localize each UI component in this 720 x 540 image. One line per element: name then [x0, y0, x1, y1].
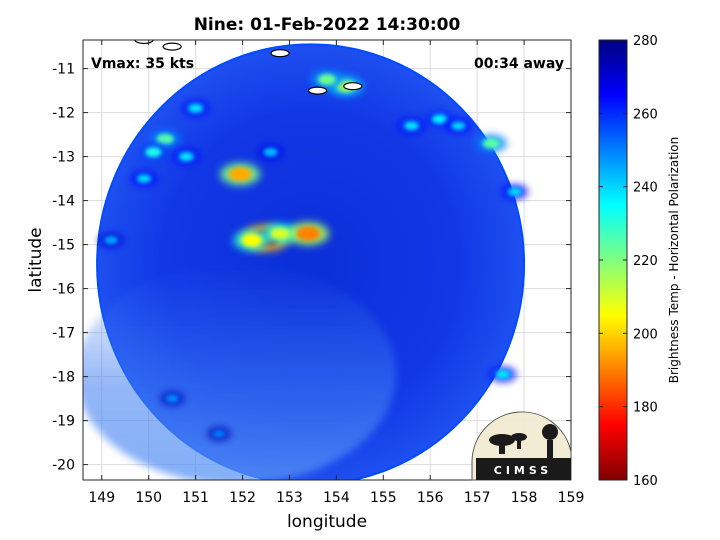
x-axis-ticks: 149 150 151 152 153 154 155 156 157 158 159 [88, 40, 584, 506]
y-tick-label: -12 [52, 106, 75, 122]
colorbar-tick-label: 260 [633, 107, 658, 122]
feature-core [145, 147, 162, 158]
y-tick-label: -15 [52, 238, 75, 254]
y-tick-label: -14 [52, 194, 75, 210]
feature-core [296, 226, 320, 241]
cimss-logo-text: CIMSS [494, 464, 552, 477]
y-tick-label: -17 [52, 326, 75, 342]
colorbar-tick-label: 240 [633, 181, 658, 196]
island-outline [270, 49, 290, 58]
feature-core [451, 121, 466, 131]
feature-core [178, 152, 194, 162]
x-tick-label: 154 [323, 490, 350, 506]
island-outline [162, 42, 182, 51]
colorbar-tick-label: 160 [633, 474, 658, 489]
y-tick-label: -16 [52, 282, 75, 298]
chart-title: Nine: 01-Feb-2022 14:30:00 [194, 15, 461, 35]
feature-core [270, 227, 291, 240]
swath-layer [83, 40, 528, 480]
cimss-logo: CIMSS [471, 411, 572, 481]
vmax-annotation: Vmax: 35 kts [91, 56, 194, 72]
feature-core [228, 167, 252, 182]
y-tick-label: -13 [52, 150, 75, 166]
feature-core [495, 369, 511, 379]
feature-core [482, 138, 500, 149]
x-tick-label: 155 [370, 490, 397, 506]
feature-core [165, 394, 179, 403]
x-tick-label: 158 [511, 490, 538, 506]
feature-core [318, 74, 336, 86]
feature-core [263, 147, 278, 157]
y-tick-label: -11 [52, 62, 75, 78]
y-tick-label: -19 [52, 414, 75, 430]
colorbar: 160 180 200 220 240 260 280 Brightness Temp - … [598, 34, 681, 489]
convective-features [98, 70, 528, 441]
colorbar-tick-label: 200 [633, 327, 658, 342]
x-tick-label: 159 [558, 490, 585, 506]
feature-core [188, 103, 204, 113]
time-away-annotation: 00:34 away [474, 56, 564, 72]
x-tick-label: 156 [417, 490, 444, 506]
land-outlines [134, 40, 363, 95]
colorbar-tick-label: 280 [633, 34, 658, 49]
feature-core [104, 235, 119, 245]
colorbar-tick-label: 220 [633, 254, 658, 269]
x-tick-label: 157 [464, 490, 491, 506]
colorbar-tick-label: 180 [633, 401, 658, 416]
x-tick-label: 149 [88, 490, 115, 506]
x-tick-label: 153 [276, 490, 303, 506]
feature-core [431, 114, 448, 124]
axes-frame [82, 39, 572, 481]
feature-core [241, 233, 263, 247]
y-tick-label: -18 [52, 370, 75, 386]
feature-core [507, 187, 523, 197]
island-outline [343, 82, 363, 91]
y-tick-label: -20 [52, 458, 75, 474]
x-tick-label: 150 [135, 490, 162, 506]
water-tower-icon [542, 424, 558, 440]
island-outline [308, 86, 328, 95]
feature-core [156, 133, 174, 145]
swath-pale-region [83, 264, 396, 480]
y-axis-label: latitude [26, 227, 46, 292]
colorbar-label: Brightness Temp - Horizontal Polarizatio… [667, 137, 681, 384]
colorbar-scale [598, 39, 628, 481]
feature-core [136, 174, 152, 184]
y-axis-ticks: -11 -12 -13 -14 -15 -16 -17 -18 -19 -20 [52, 62, 571, 474]
feature-core [212, 429, 226, 438]
feature-core [403, 121, 419, 131]
x-axis-label: longitude [287, 512, 367, 532]
x-tick-label: 152 [229, 490, 256, 506]
colorbar-ticks: 160 180 200 220 240 260 280 [599, 34, 658, 489]
x-tick-label: 151 [182, 490, 209, 506]
plot-area: 149 150 151 152 153 154 155 156 157 158 159 -11 -12… [52, 39, 584, 506]
